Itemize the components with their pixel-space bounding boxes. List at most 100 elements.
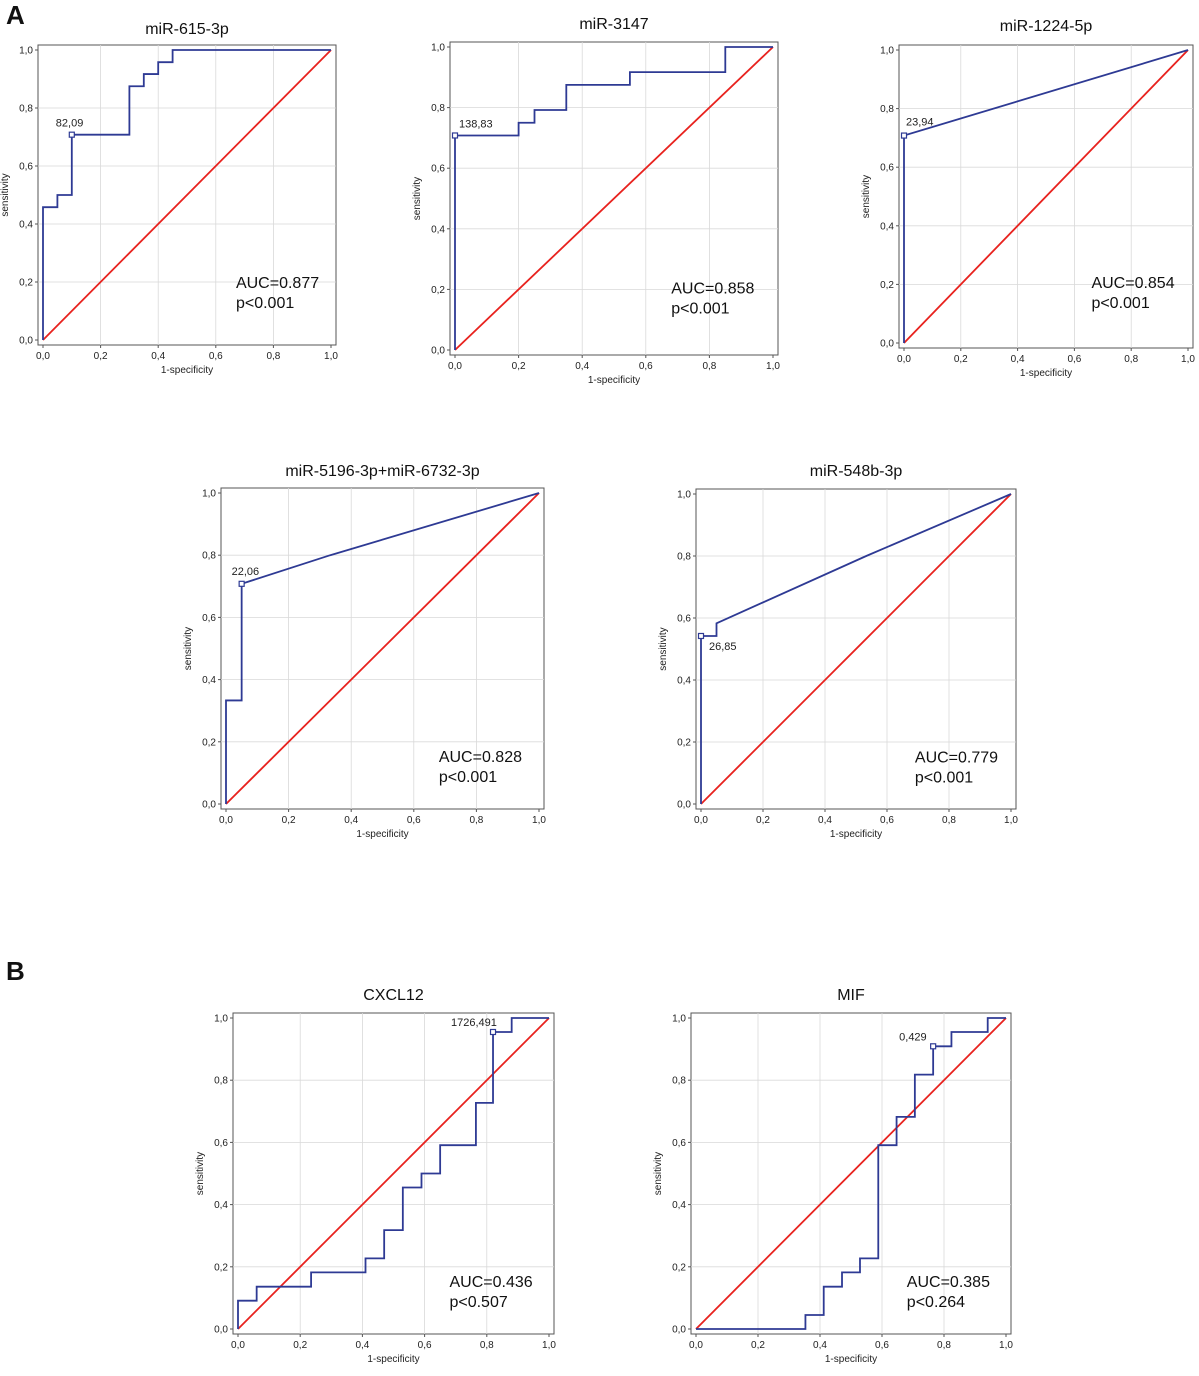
roc-chart-2: 0,0 0,2 0,4 0,6 0,8 1,0 0,0 0,2 0,4 0,6 0,8 1,0 miR-… — [412, 16, 780, 386]
y-tick-label: 0,0 — [19, 336, 33, 347]
y-tick-label: 0,0 — [880, 339, 894, 350]
x-tick-label: 0,8 — [266, 351, 280, 362]
x-axis-title: 1-specificity — [588, 375, 640, 386]
x-tick-label: 0,8 — [480, 1340, 494, 1351]
roc-curve — [454, 46, 773, 350]
y-axis-title: sensitivity — [653, 1152, 664, 1195]
chart-title: miR-5196-3p+miR-6732-3p — [285, 463, 479, 480]
auc-value: AUC=0.854 — [1091, 275, 1174, 292]
y-tick-label: 0,4 — [202, 675, 216, 686]
p-value: p<0.507 — [449, 1294, 507, 1311]
y-axis-title: sensitivity — [658, 627, 669, 670]
y-tick-label: 0,0 — [431, 346, 445, 357]
p-value: p<0.001 — [236, 295, 294, 312]
panel-label-a: A — [6, 0, 25, 30]
y-tick-label: 1,0 — [19, 46, 33, 57]
x-tick-label: 0,4 — [1011, 354, 1025, 365]
x-tick-label: 0,4 — [813, 1340, 827, 1351]
x-tick-label: 0,4 — [355, 1340, 369, 1351]
y-tick-label: 0,6 — [202, 613, 216, 624]
y-tick-label: 1,0 — [214, 1014, 228, 1025]
x-tick-label: 0,4 — [151, 351, 165, 362]
x-tick-label: 0,4 — [575, 361, 589, 372]
y-tick-label: 0,2 — [672, 1262, 686, 1273]
y-axis-title: sensitivity — [0, 173, 11, 216]
x-axis-title: 1-specificity — [161, 365, 213, 376]
x-tick-label: 0,0 — [897, 354, 911, 365]
y-tick-label: 0,4 — [431, 224, 445, 235]
x-tick-label: 1,0 — [1004, 815, 1018, 826]
roc-chart-6: 0,0 0,2 0,4 0,6 0,8 1,0 0,0 0,2 0,4 0,6 0,8 1,0 CXCL… — [195, 987, 556, 1365]
x-axis-title: 1-specificity — [367, 1354, 419, 1365]
roc-curve — [696, 1017, 1006, 1330]
y-tick-label: 0,0 — [677, 800, 691, 811]
y-tick-label: 0,8 — [202, 551, 216, 562]
x-tick-label: 0,6 — [1067, 354, 1081, 365]
chart-title: miR-615-3p — [145, 21, 229, 38]
x-tick-label: 1,0 — [532, 815, 546, 826]
x-tick-label: 0,4 — [818, 815, 832, 826]
cutoff-label: 0,429 — [899, 1031, 927, 1043]
x-axis-title: 1-specificity — [825, 1354, 877, 1365]
cutoff-label: 22,06 — [232, 566, 260, 578]
p-value: p<0.001 — [671, 301, 729, 318]
auc-value: AUC=0.858 — [671, 281, 754, 298]
x-tick-label: 1,0 — [324, 351, 338, 362]
y-axis-title: sensitivity — [861, 175, 872, 218]
y-tick-label: 0,2 — [202, 737, 216, 748]
reference-line — [42, 49, 332, 341]
auc-value: AUC=0.877 — [236, 275, 319, 292]
p-value: p<0.264 — [907, 1294, 965, 1311]
y-axis-title: sensitivity — [183, 627, 194, 670]
roc-curve — [700, 493, 1012, 804]
auc-value: AUC=0.436 — [449, 1274, 532, 1291]
x-tick-label: 0,6 — [875, 1340, 889, 1351]
y-tick-label: 1,0 — [672, 1014, 686, 1025]
x-tick-label: 0,6 — [880, 815, 894, 826]
reference-line — [903, 49, 1189, 344]
cutoff-label: 82,09 — [56, 118, 84, 130]
x-tick-label: 0,0 — [231, 1340, 245, 1351]
reference-line — [454, 46, 774, 351]
chart-title: CXCL12 — [363, 987, 424, 1004]
x-tick-label: 1,0 — [999, 1340, 1013, 1351]
roc-chart-1: 0,0 0,2 0,4 0,6 0,8 1,0 0,0 0,2 0,4 0,6 0,8 1,0 miR-… — [0, 21, 338, 376]
y-tick-label: 0,8 — [214, 1076, 228, 1087]
reference-line — [700, 493, 1012, 805]
y-tick-label: 0,6 — [880, 163, 894, 174]
cutoff-label: 23,94 — [906, 117, 934, 129]
y-tick-label: 0,2 — [214, 1262, 228, 1273]
roc-curve — [42, 49, 331, 340]
cutoff-label: 138,83 — [459, 118, 493, 130]
roc-chart-4: 0,0 0,2 0,4 0,6 0,8 1,0 0,0 0,2 0,4 0,6 0,8 1,0 miR-… — [183, 463, 546, 840]
cutoff-marker — [238, 580, 245, 587]
cutoff-marker — [930, 1043, 937, 1050]
roc-chart-3: 0,0 0,2 0,4 0,6 0,8 1,0 0,0 0,2 0,4 0,6 0,8 1,0 miR-… — [861, 18, 1195, 379]
y-tick-label: 0,0 — [214, 1325, 228, 1336]
x-tick-label: 0,8 — [942, 815, 956, 826]
y-tick-label: 1,0 — [431, 43, 445, 54]
x-tick-label: 0,2 — [94, 351, 108, 362]
y-tick-label: 0,4 — [19, 220, 33, 231]
chart-title: miR-1224-5p — [1000, 18, 1093, 35]
panel-label-b: B — [6, 956, 25, 986]
chart-title: MIF — [837, 987, 865, 1004]
x-tick-label: 0,2 — [954, 354, 968, 365]
cutoff-marker — [68, 131, 75, 138]
p-value: p<0.001 — [915, 769, 973, 786]
y-tick-label: 0,6 — [672, 1138, 686, 1149]
x-tick-label: 0,0 — [219, 815, 233, 826]
reference-line — [225, 492, 540, 805]
y-tick-label: 0,8 — [431, 103, 445, 114]
y-tick-label: 0,0 — [672, 1325, 686, 1336]
chart-title: miR-548b-3p — [810, 463, 903, 480]
y-tick-label: 1,0 — [677, 490, 691, 501]
y-tick-label: 0,0 — [202, 800, 216, 811]
cutoff-marker — [697, 632, 705, 640]
y-tick-label: 0,8 — [672, 1076, 686, 1087]
y-tick-label: 0,2 — [677, 738, 691, 749]
p-value: p<0.001 — [1091, 295, 1149, 312]
x-tick-label: 1,0 — [542, 1340, 556, 1351]
y-tick-label: 1,0 — [202, 489, 216, 500]
